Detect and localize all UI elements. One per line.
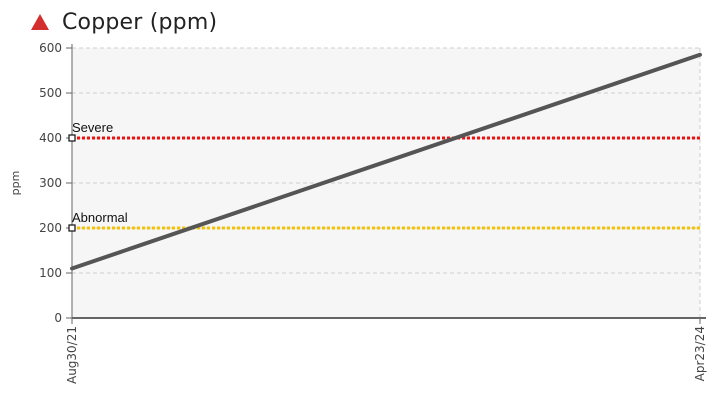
y-axis-label: ppm bbox=[9, 171, 22, 196]
threshold-marker bbox=[68, 134, 76, 142]
plot-area bbox=[72, 48, 700, 318]
axis-labels: 0 100 200 300 400 500 600 Aug30/21 Apr23/24 bbox=[39, 41, 707, 384]
y-tick-label: 0 bbox=[54, 311, 62, 325]
chart-header: Copper (ppm) bbox=[30, 6, 217, 38]
y-tick-label: 400 bbox=[39, 131, 62, 145]
x-tick-label: Apr23/24 bbox=[693, 326, 707, 381]
threshold-marker bbox=[68, 224, 76, 232]
y-tick-label: 300 bbox=[39, 176, 62, 190]
y-tick-label: 100 bbox=[39, 266, 62, 280]
series-group bbox=[70, 52, 702, 271]
threshold-label-abnormal: Abnormal bbox=[72, 210, 128, 225]
y-tick-label: 600 bbox=[39, 41, 62, 55]
y-tick-label: 200 bbox=[39, 221, 62, 235]
x-tick-label: Aug30/21 bbox=[65, 326, 79, 384]
series-line bbox=[70, 52, 702, 271]
warning-triangle-icon bbox=[31, 14, 49, 30]
chart-title: Copper (ppm) bbox=[62, 9, 218, 35]
threshold-lines: Severe Abnormal bbox=[68, 120, 700, 232]
y-tick-label: 500 bbox=[39, 86, 62, 100]
threshold-label-severe: Severe bbox=[72, 120, 113, 135]
